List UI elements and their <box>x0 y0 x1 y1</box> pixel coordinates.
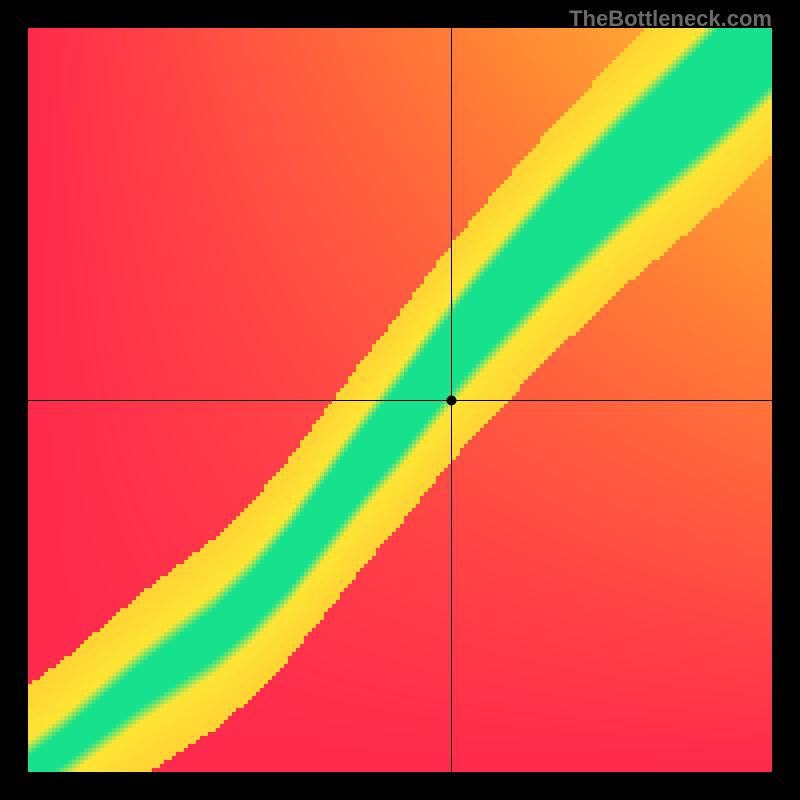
bottleneck-chart-container: { "watermark": "TheBottleneck.com", "cha… <box>0 0 800 800</box>
watermark-text: TheBottleneck.com <box>569 6 772 32</box>
bottleneck-heatmap <box>28 28 772 772</box>
